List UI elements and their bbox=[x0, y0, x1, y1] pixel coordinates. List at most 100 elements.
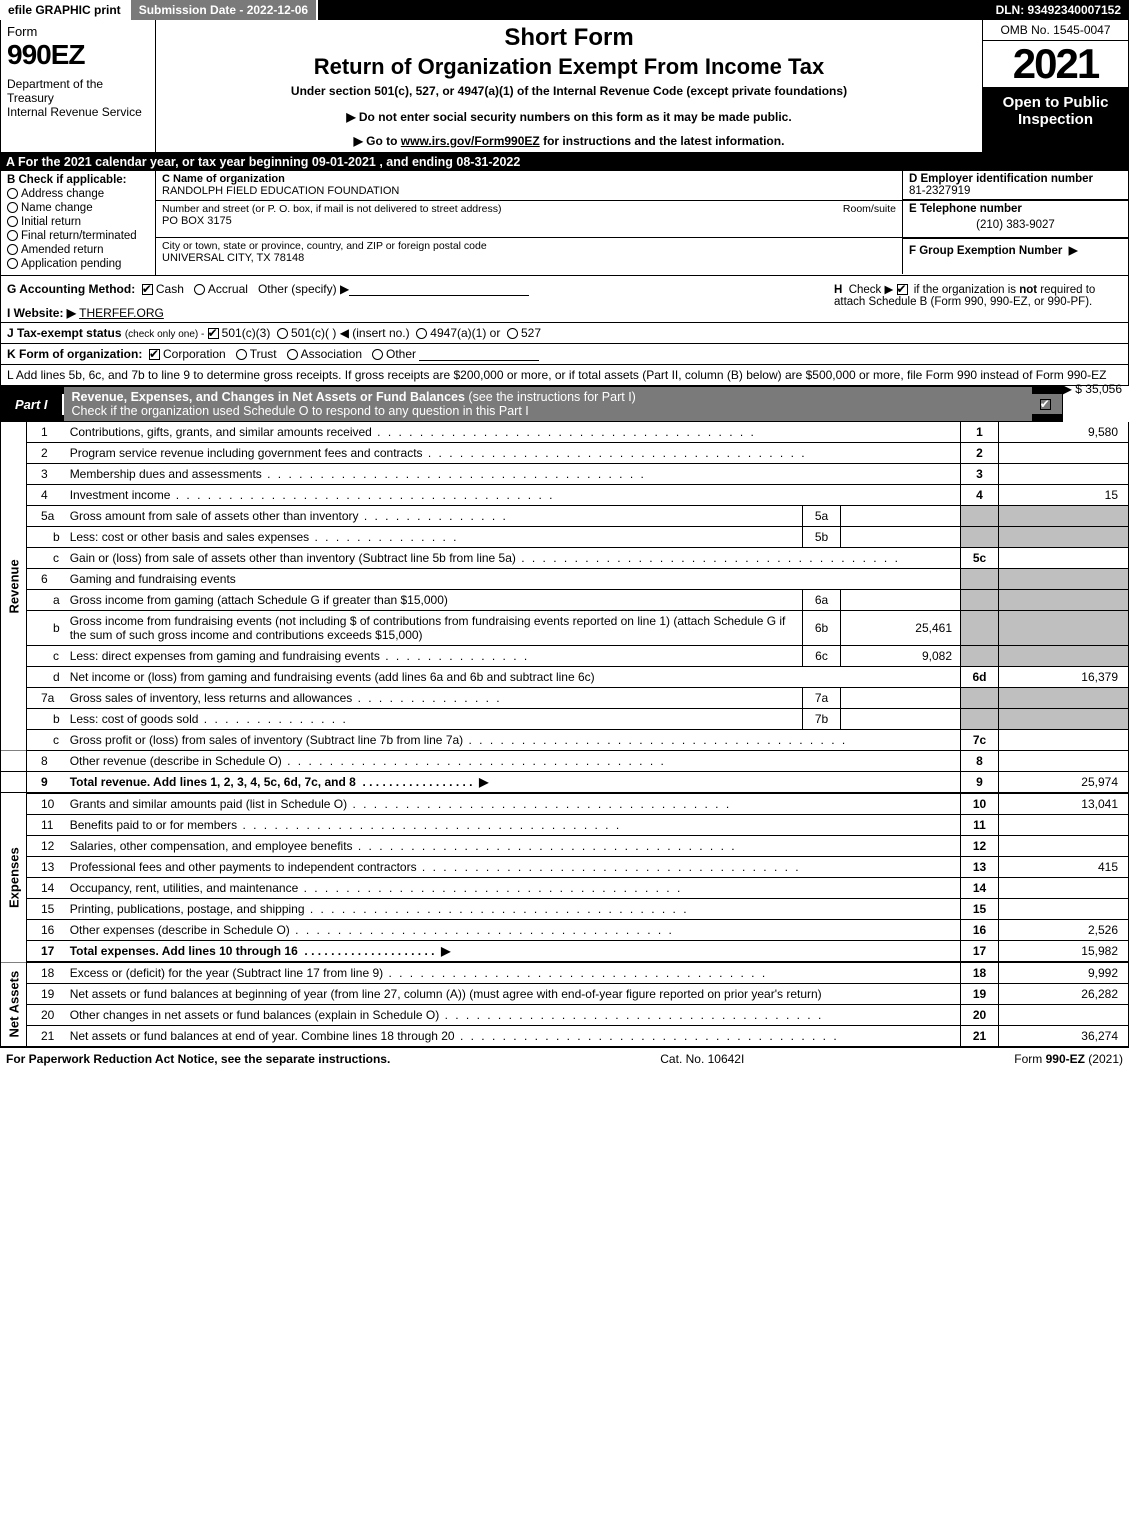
line-5a: 5a Gross amount from sale of assets othe… bbox=[1, 506, 1129, 527]
chk-schedule-o-used[interactable] bbox=[1040, 399, 1051, 410]
section-h-label: H bbox=[834, 284, 842, 296]
form-header: Form 990EZ Department of the Treasury In… bbox=[0, 20, 1129, 153]
department-label: Department of the Treasury Internal Reve… bbox=[7, 77, 149, 119]
line-6: 6 Gaming and fundraising events bbox=[1, 569, 1129, 590]
section-j: J Tax-exempt status (check only one) - 5… bbox=[0, 323, 1129, 344]
section-f-arrow: ▶ bbox=[1069, 245, 1078, 257]
chk-501c[interactable] bbox=[277, 328, 288, 339]
section-k: K Form of organization: Corporation Trus… bbox=[0, 344, 1129, 365]
title-return: Return of Organization Exempt From Incom… bbox=[164, 54, 974, 80]
chk-final-return[interactable]: Final return/terminated bbox=[7, 230, 149, 242]
chk-address-change[interactable]: Address change bbox=[7, 188, 149, 200]
line-5b: b Less: cost or other basis and sales ex… bbox=[1, 527, 1129, 548]
chk-application-pending[interactable]: Application pending bbox=[7, 258, 149, 270]
line-9: 9 Total revenue. Add lines 1, 2, 3, 4, 5… bbox=[1, 772, 1129, 794]
other-org-blank[interactable] bbox=[419, 360, 539, 361]
chk-other-org[interactable] bbox=[372, 349, 383, 360]
line-17: 17 Total expenses. Add lines 10 through … bbox=[1, 941, 1129, 963]
section-l-amount: ▶ $ 35,056 bbox=[1063, 382, 1122, 396]
revenue-table: Revenue 1 Contributions, gifts, grants, … bbox=[0, 422, 1129, 1047]
line-14: 14 Occupancy, rent, utilities, and maint… bbox=[1, 878, 1129, 899]
room-suite-label: Room/suite bbox=[843, 203, 896, 215]
section-g: G Accounting Method: Cash Accrual Other … bbox=[7, 282, 822, 296]
section-k-label: K Form of organization: bbox=[7, 347, 142, 361]
chk-corporation[interactable] bbox=[149, 349, 160, 360]
part-1-header: Part I Revenue, Expenses, and Changes in… bbox=[0, 386, 1063, 422]
line-16: 16 Other expenses (describe in Schedule … bbox=[1, 920, 1129, 941]
address-label: Number and street (or P. O. box, if mail… bbox=[162, 203, 501, 215]
org-info-block: B Check if applicable: Address change Na… bbox=[0, 171, 1129, 276]
part-1-checkbox-wrap bbox=[1032, 394, 1062, 414]
efile-print-label[interactable]: efile GRAPHIC print bbox=[0, 0, 131, 20]
line-18: Net Assets 18 Excess or (deficit) for th… bbox=[1, 962, 1129, 984]
line-4: 4 Investment income 4 15 bbox=[1, 485, 1129, 506]
line-6b: b Gross income from fundraising events (… bbox=[1, 611, 1129, 646]
chk-4947[interactable] bbox=[416, 328, 427, 339]
chk-accrual[interactable] bbox=[194, 284, 205, 295]
section-d-label: D Employer identification number bbox=[909, 173, 1093, 185]
subtitle-under: Under section 501(c), 527, or 4947(a)(1)… bbox=[164, 84, 974, 98]
line-5c: c Gain or (loss) from sale of assets oth… bbox=[1, 548, 1129, 569]
line-10: Expenses 10 Grants and similar amounts p… bbox=[1, 793, 1129, 815]
chk-association[interactable] bbox=[287, 349, 298, 360]
ein-value: 81-2327919 bbox=[909, 185, 970, 197]
section-d-ein-wrap: D Employer identification number 81-2327… bbox=[903, 171, 1128, 200]
chk-schedule-b[interactable] bbox=[897, 284, 908, 295]
chk-cash[interactable] bbox=[142, 284, 153, 295]
title-short-form: Short Form bbox=[164, 24, 974, 52]
line-19: 19 Net assets or fund balances at beginn… bbox=[1, 984, 1129, 1005]
chk-initial-return[interactable]: Initial return bbox=[7, 216, 149, 228]
goto-line: ▶ Go to www.irs.gov/Form990EZ for instru… bbox=[164, 134, 974, 148]
line-7a: 7a Gross sales of inventory, less return… bbox=[1, 688, 1129, 709]
section-g-label: G Accounting Method: bbox=[7, 282, 135, 296]
block-ghi: G Accounting Method: Cash Accrual Other … bbox=[0, 276, 1129, 323]
line-20: 20 Other changes in net assets or fund b… bbox=[1, 1005, 1129, 1026]
line-13: 13 Professional fees and other payments … bbox=[1, 857, 1129, 878]
chk-501c3[interactable] bbox=[208, 328, 219, 339]
chk-amended-return[interactable]: Amended return bbox=[7, 244, 149, 256]
section-f-label: F Group Exemption Number bbox=[909, 245, 1062, 257]
irs-link[interactable]: www.irs.gov/Form990EZ bbox=[401, 134, 540, 148]
form-number: 990EZ bbox=[7, 39, 149, 71]
do-not-enter-note: ▶ Do not enter social security numbers o… bbox=[164, 110, 974, 124]
org-name: RANDOLPH FIELD EDUCATION FOUNDATION bbox=[162, 185, 399, 197]
website-link[interactable]: THERFEF.ORG bbox=[79, 306, 164, 320]
chk-name-change[interactable]: Name change bbox=[7, 202, 149, 214]
other-specify-blank[interactable] bbox=[349, 295, 529, 296]
chk-trust[interactable] bbox=[236, 349, 247, 360]
dln-label: DLN: 93492340007152 bbox=[988, 0, 1129, 20]
section-c-label: C Name of organization bbox=[162, 173, 285, 185]
side-label-expenses: Expenses bbox=[1, 793, 27, 962]
telephone-value: (210) 383-9027 bbox=[909, 215, 1122, 235]
submission-date: Submission Date - 2022-12-06 bbox=[131, 0, 318, 20]
chk-527[interactable] bbox=[507, 328, 518, 339]
section-b-checkboxes: B Check if applicable: Address change Na… bbox=[1, 171, 156, 275]
org-name-cell: C Name of organization RANDOLPH FIELD ED… bbox=[156, 171, 903, 200]
section-c-wrapper: C Name of organization RANDOLPH FIELD ED… bbox=[156, 171, 1128, 275]
section-i-label: I Website: ▶ bbox=[7, 306, 76, 320]
goto-pre: ▶ Go to bbox=[354, 134, 401, 148]
line-3: 3 Membership dues and assessments 3 bbox=[1, 464, 1129, 485]
paperwork-notice: For Paperwork Reduction Act Notice, see … bbox=[6, 1052, 390, 1066]
form-word: Form bbox=[7, 24, 149, 39]
line-21: 21 Net assets or fund balances at end of… bbox=[1, 1026, 1129, 1047]
section-f-wrap: F Group Exemption Number ▶ bbox=[903, 238, 1128, 274]
side-label-net-assets: Net Assets bbox=[1, 962, 27, 1047]
section-j-sub: (check only one) - bbox=[125, 329, 204, 340]
line-7c: c Gross profit or (loss) from sales of i… bbox=[1, 730, 1129, 751]
page-footer: For Paperwork Reduction Act Notice, see … bbox=[0, 1047, 1129, 1070]
part-1-check-line: Check if the organization used Schedule … bbox=[72, 404, 529, 418]
section-a-tax-year: A For the 2021 calendar year, or tax yea… bbox=[0, 153, 1129, 171]
city-label: City or town, state or province, country… bbox=[162, 240, 487, 252]
col-gi: G Accounting Method: Cash Accrual Other … bbox=[1, 276, 828, 322]
part-1-tab: Part I bbox=[1, 394, 64, 415]
side-label-revenue: Revenue bbox=[1, 422, 27, 751]
cat-no: Cat. No. 10642I bbox=[660, 1052, 744, 1066]
open-to-public-badge: Open to Public Inspection bbox=[983, 88, 1128, 152]
line-8: 8 Other revenue (describe in Schedule O)… bbox=[1, 751, 1129, 772]
address-value: PO BOX 3175 bbox=[162, 215, 232, 227]
line-7b: b Less: cost of goods sold 7b bbox=[1, 709, 1129, 730]
part-1-title: Revenue, Expenses, and Changes in Net As… bbox=[64, 387, 1032, 421]
line-1: Revenue 1 Contributions, gifts, grants, … bbox=[1, 422, 1129, 443]
section-j-label: J Tax-exempt status bbox=[7, 326, 122, 340]
